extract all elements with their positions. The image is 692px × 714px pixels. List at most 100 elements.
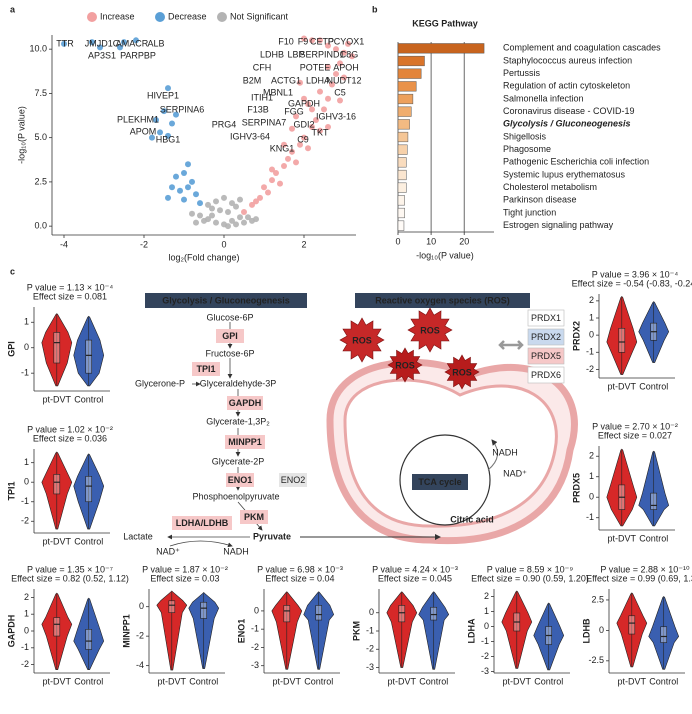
y-tick-label: 2.5 [34, 176, 47, 186]
y-axis-label: PKM [351, 621, 361, 641]
enzyme-box [227, 396, 263, 410]
point [197, 200, 203, 207]
category-label: Salmonella infection [503, 93, 584, 103]
point [181, 196, 187, 203]
metabolite: Glycerate-2P [212, 456, 265, 466]
y-tick-label: -4 [136, 660, 144, 670]
metabolite: NADH [223, 546, 249, 556]
enzyme-box [279, 473, 307, 487]
stat-label: P value = 1.35 × 10⁻⁷ [27, 564, 113, 574]
stat-label: P value = 2.70 × 10⁻² [592, 421, 678, 431]
gene-label: PARPBP [120, 50, 156, 60]
x-tick-label: Control [304, 676, 333, 686]
prdx-box [527, 309, 565, 327]
point [325, 42, 331, 49]
point [61, 40, 67, 47]
category-label: Systemic lupus erythematosus [503, 169, 626, 179]
bar [397, 207, 405, 219]
point [149, 134, 155, 141]
x-tick-label: -4 [60, 239, 68, 249]
header-box [145, 293, 307, 308]
point [293, 113, 299, 120]
box [53, 332, 61, 364]
point [301, 134, 307, 141]
enzyme: GAPDH [229, 398, 262, 408]
y-tick-label: -3 [481, 666, 489, 676]
point [273, 170, 279, 177]
bar [397, 106, 412, 117]
box [650, 492, 658, 510]
gene-label: SERPINA7 [242, 117, 287, 127]
panel-label: a [10, 4, 16, 14]
enzyme-box [216, 329, 244, 343]
category-label: Pertussis [503, 68, 541, 78]
point [241, 208, 247, 215]
gene-label: IGHV3-16 [316, 111, 356, 121]
metabolite: Glyceraldehyde-3P [200, 378, 277, 388]
point [161, 108, 167, 115]
tca-label: TCA cycle [418, 477, 461, 487]
bar [397, 93, 414, 105]
ros-star [387, 347, 423, 383]
y-tick-label: 2.5 [591, 594, 604, 604]
point [217, 207, 223, 214]
enzyme-box [225, 435, 265, 449]
enzyme: PKM [244, 512, 264, 522]
prdx-label: PRDX1 [531, 313, 561, 323]
y-tick-label: 1 [589, 312, 594, 322]
point [209, 205, 215, 212]
y-tick-label: -3 [251, 660, 259, 670]
stat-label: Effect size = -0.54 (-0.83, -0.24) [572, 278, 692, 288]
y-tick-label: -1 [21, 496, 29, 506]
nadh-arrow [487, 439, 498, 471]
stat-label: P value = 3.96 × 10⁻⁴ [592, 269, 679, 279]
gene-label: F10 [278, 36, 294, 46]
point [225, 208, 231, 215]
stat-label: Effect size = 0.027 [598, 430, 672, 440]
prdx-box [527, 328, 565, 346]
metabolite: Glycerone-P [135, 378, 185, 388]
x-tick-label: Control [74, 676, 103, 686]
y-tick-label: -3 [366, 662, 374, 672]
box [85, 476, 93, 503]
stat-label: Effect size = 0.90 (0.59, 1.20) [471, 573, 589, 583]
point [321, 106, 327, 113]
diagram: Glycolysis / Gluconeogenesis Reactive oxy… [123, 293, 565, 556]
bar [397, 43, 485, 54]
ros-star [444, 354, 480, 390]
y-tick-label: -2 [136, 631, 144, 641]
gene-label: MBNL1 [263, 87, 293, 97]
gene-label: AP3S1 [88, 50, 116, 60]
x-tick-label: Control [639, 533, 668, 543]
metabolite: Glycerate-1,3P₂ [206, 416, 270, 426]
category-label: Staphylococcus aureus infection [503, 55, 632, 65]
gene-label: TKT [312, 127, 330, 137]
gene-label: JMJD1C [85, 38, 120, 48]
point [189, 210, 195, 217]
y-tick-label: 7.5 [34, 88, 47, 98]
y-tick-label: 1 [24, 609, 29, 619]
box [85, 629, 93, 650]
point [245, 214, 251, 221]
chart-title: KEGG Pathway [412, 18, 478, 28]
point [197, 212, 203, 219]
point [177, 187, 183, 194]
header: Reactive oxygen species (ROS) [375, 295, 510, 305]
point [309, 106, 315, 113]
ros-label: ROS [352, 335, 372, 345]
x-tick-label: pt-DVT [388, 676, 417, 686]
point [313, 116, 319, 123]
stat-label: P value = 1.13 × 10⁻⁴ [27, 282, 114, 292]
point [317, 88, 323, 95]
tca-text: NADH [492, 447, 518, 457]
y-tick-label: -2.5 [588, 655, 604, 665]
y-tick-label: 0 [369, 607, 374, 617]
y-tick-label: 10.0 [29, 44, 47, 54]
gene-label: CFH [253, 62, 272, 72]
x-tick-label: pt-DVT [618, 676, 647, 686]
metabolite: Pyruvate [253, 531, 291, 541]
y-axis-label: GPI [6, 341, 16, 357]
box [430, 606, 438, 621]
point [157, 129, 163, 136]
